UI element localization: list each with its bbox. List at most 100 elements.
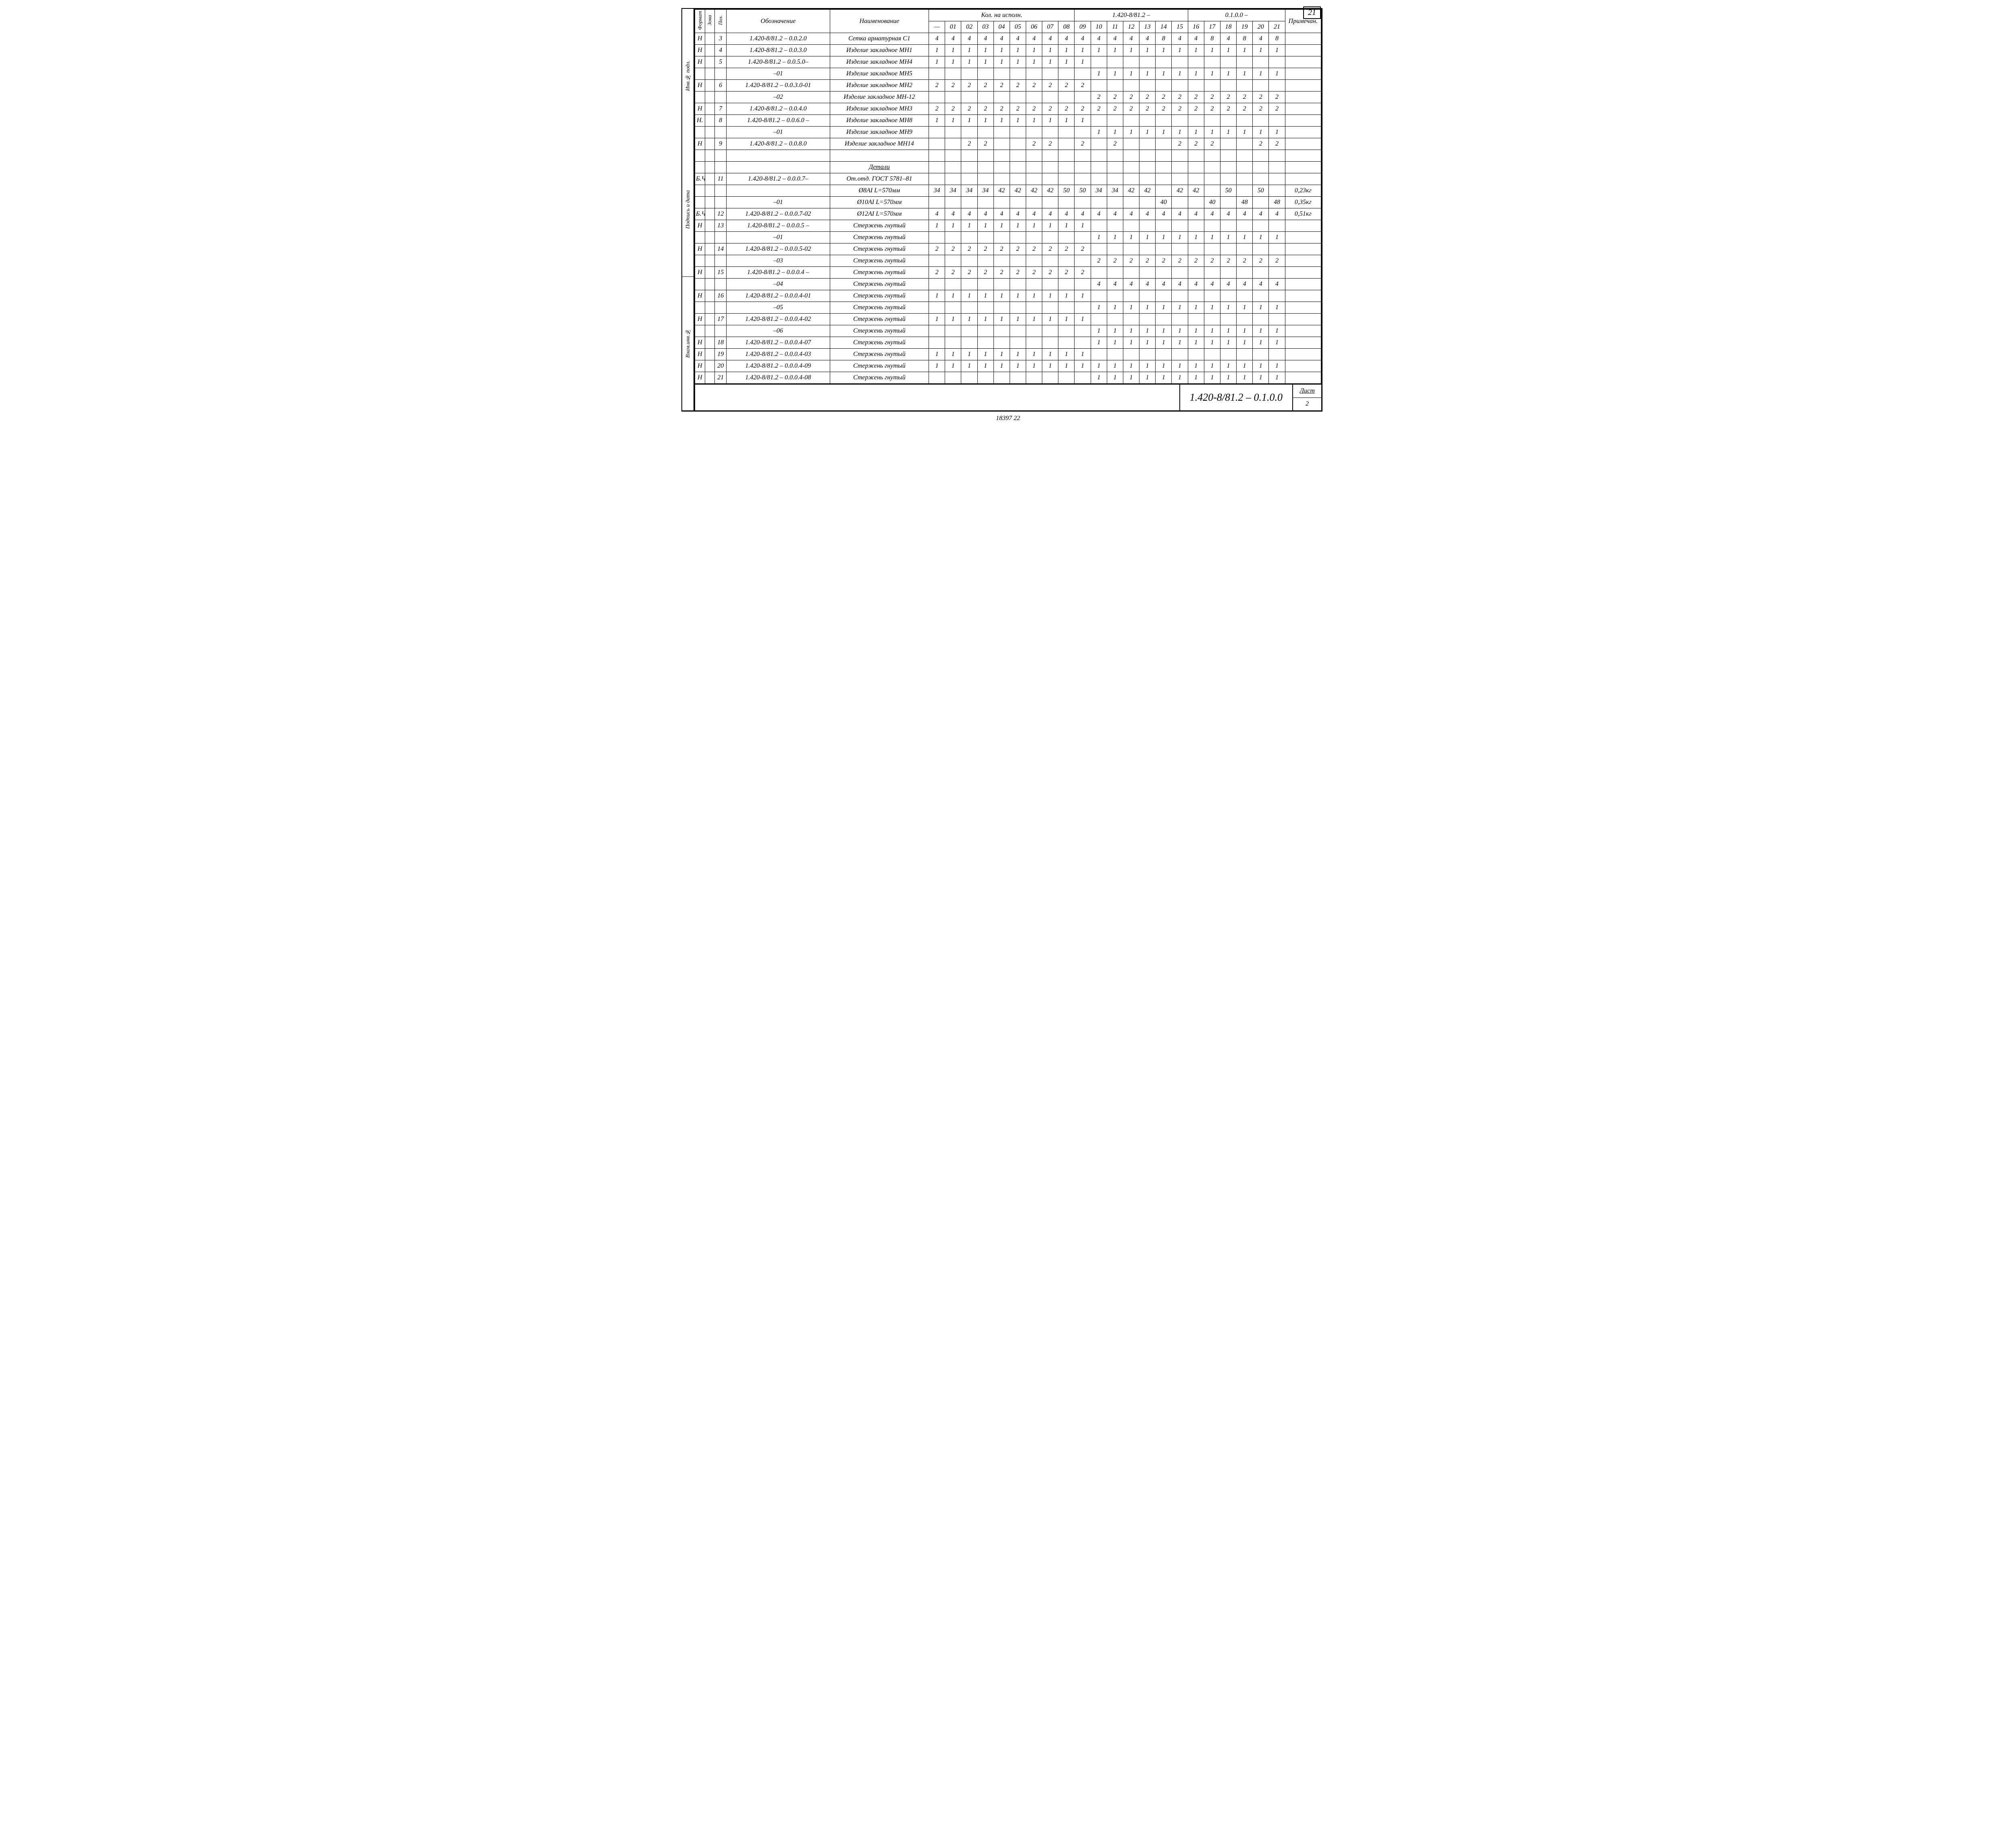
- cell-qty: [993, 372, 1010, 384]
- cell-oboz: –01: [727, 127, 830, 138]
- cell-qty: [1156, 162, 1172, 173]
- cell-qty: 42: [1172, 185, 1188, 197]
- cell-qty: [1010, 279, 1026, 290]
- cell-naim: Изделие закладное МН14: [830, 138, 929, 150]
- cell-qty: [1058, 138, 1075, 150]
- cell-qty: 4: [1026, 33, 1042, 45]
- cell-poz: [715, 127, 727, 138]
- cell-qty: 1: [1253, 372, 1269, 384]
- cell-qty: 4: [1253, 279, 1269, 290]
- cell-qty: 2: [961, 267, 977, 279]
- cell-poz: [715, 232, 727, 243]
- cell-qty: 1: [945, 360, 961, 372]
- cell-qty: 2: [1139, 255, 1156, 267]
- cell-qty: [1026, 325, 1042, 337]
- cell-qty: [1010, 372, 1026, 384]
- cell-qty: [1075, 337, 1091, 349]
- cell-qty: 1: [1220, 302, 1236, 314]
- cell-qty: 1: [929, 220, 945, 232]
- cell-qty: 1: [1139, 360, 1156, 372]
- cell-oboz: 1.420-8/81.2 – 0.0.0.5 –: [727, 220, 830, 232]
- cell-qty: 1: [1172, 45, 1188, 56]
- cell-naim: Сетка арматурная С1: [830, 33, 929, 45]
- cell-naim: Изделие закладное МН2: [830, 80, 929, 92]
- cell-qty: [1253, 267, 1269, 279]
- cell-qty: 4: [1220, 279, 1236, 290]
- col-poz: Поз.: [717, 15, 724, 25]
- cell-zona: [705, 162, 715, 173]
- cell-qty: [1220, 150, 1236, 162]
- cell-qty: [1026, 232, 1042, 243]
- cell-qty: [1172, 197, 1188, 208]
- table-row: Детали: [695, 162, 1321, 173]
- cell-qty: 1: [1269, 68, 1285, 80]
- cell-zona: [705, 337, 715, 349]
- cell-oboz: 1.420-8/81.2 – 0.0.0.4 –: [727, 267, 830, 279]
- table-row: Б.Ч.121.420-8/81.2 – 0.0.0.7-02Ø12АI L=5…: [695, 208, 1321, 220]
- cell-prim: [1285, 56, 1321, 68]
- cell-qty: 1: [1139, 232, 1156, 243]
- cell-qty: 2: [1269, 92, 1285, 103]
- cell-qty: [1026, 162, 1042, 173]
- side-strip: Инв.№ подл. Подпись и дата Взам.инв.№: [681, 8, 695, 412]
- cell-prim: [1285, 115, 1321, 127]
- cell-poz: 19: [715, 349, 727, 360]
- cell-qty: 2: [1107, 255, 1123, 267]
- cell-qty: 2: [1220, 92, 1236, 103]
- cell-qty: 4: [1220, 33, 1236, 45]
- cell-qty: [1269, 220, 1285, 232]
- cell-qty: 40: [1204, 197, 1220, 208]
- cell-naim: Изделие закладное МН8: [830, 115, 929, 127]
- cell-format: [695, 302, 705, 314]
- cell-qty: [1269, 80, 1285, 92]
- sheet-number: 2: [1293, 398, 1321, 411]
- cell-qty: 1: [1220, 360, 1236, 372]
- cell-naim: Детали: [830, 162, 929, 173]
- cell-qty: 4: [993, 33, 1010, 45]
- cell-qty: 1: [1156, 68, 1172, 80]
- cell-qty: [1058, 162, 1075, 173]
- cell-format: Н: [695, 290, 705, 302]
- cell-qty: 1: [1188, 337, 1204, 349]
- cell-qty: [1237, 290, 1253, 302]
- cell-zona: [705, 314, 715, 325]
- cell-qty: [1058, 127, 1075, 138]
- cell-qty: 1: [945, 115, 961, 127]
- cell-poz: 21: [715, 372, 727, 384]
- qty-col-header: 08: [1058, 21, 1075, 33]
- cell-prim: [1285, 68, 1321, 80]
- cell-qty: [1220, 349, 1236, 360]
- cell-zona: [705, 279, 715, 290]
- cell-qty: [1139, 56, 1156, 68]
- cell-qty: [961, 162, 977, 173]
- cell-qty: 1: [1010, 220, 1026, 232]
- cell-qty: 2: [1253, 255, 1269, 267]
- cell-qty: 2: [1156, 103, 1172, 115]
- cell-qty: 1: [961, 349, 977, 360]
- cell-poz: [715, 92, 727, 103]
- cell-qty: [993, 92, 1010, 103]
- cell-qty: [1139, 290, 1156, 302]
- cell-qty: [1172, 349, 1188, 360]
- cell-qty: 1: [1123, 325, 1139, 337]
- cell-qty: 1: [1139, 45, 1156, 56]
- cell-qty: [929, 372, 945, 384]
- cell-prim: [1285, 103, 1321, 115]
- cell-qty: [1237, 185, 1253, 197]
- cell-zona: [705, 173, 715, 185]
- cell-qty: 2: [1091, 255, 1107, 267]
- cell-qty: 1: [977, 220, 993, 232]
- cell-qty: [1172, 267, 1188, 279]
- qty-col-header: 12: [1123, 21, 1139, 33]
- cell-qty: 1: [1204, 45, 1220, 56]
- cell-qty: [929, 162, 945, 173]
- cell-qty: 1: [1188, 127, 1204, 138]
- cell-qty: [1156, 115, 1172, 127]
- cell-format: [695, 255, 705, 267]
- cell-qty: [1269, 150, 1285, 162]
- cell-qty: [1123, 115, 1139, 127]
- cell-qty: 1: [977, 360, 993, 372]
- cell-qty: [1010, 255, 1026, 267]
- cell-qty: 1: [1237, 232, 1253, 243]
- cell-qty: 2: [1269, 255, 1285, 267]
